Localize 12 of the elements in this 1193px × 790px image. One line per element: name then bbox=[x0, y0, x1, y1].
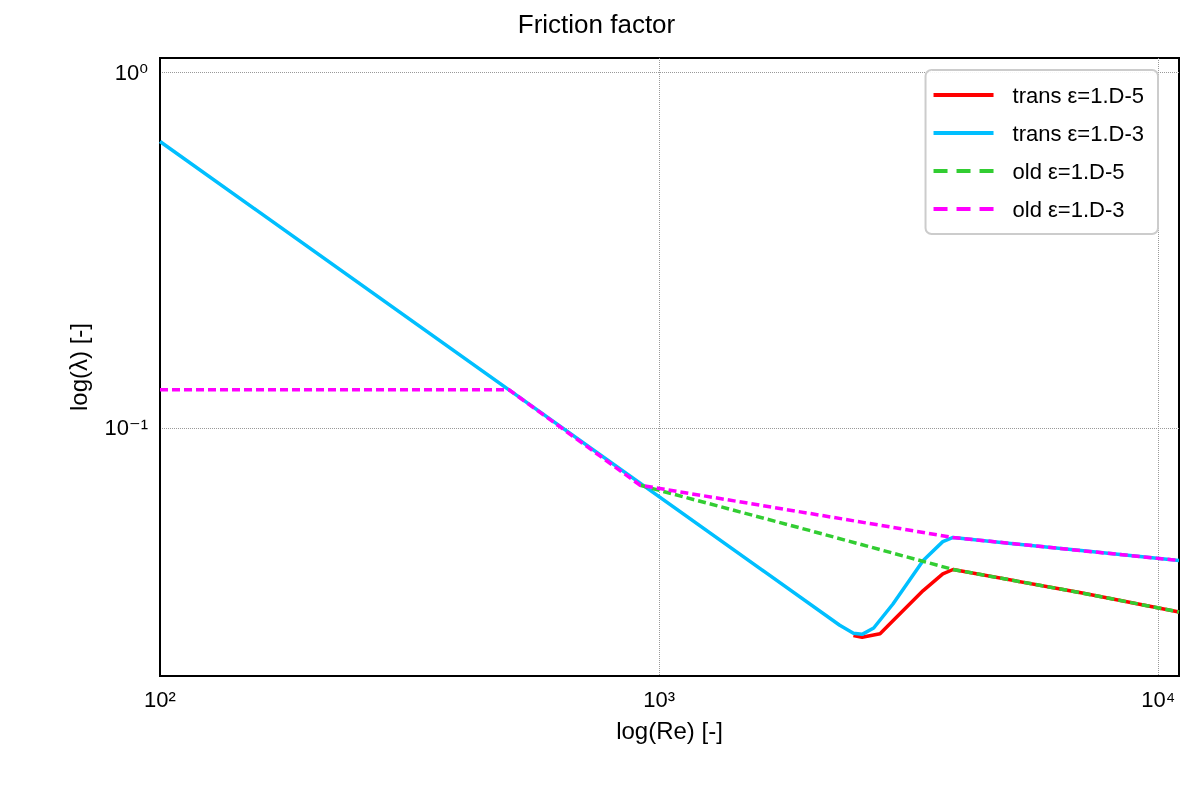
legend-label: trans ε=1.D-3 bbox=[1012, 120, 1145, 146]
legend-label: trans ε=1.D-5 bbox=[1012, 82, 1145, 108]
y-tick-label: 10⁰ bbox=[114, 60, 149, 86]
chart-title: Friction factor bbox=[517, 9, 676, 39]
y-tick-label: 10⁻¹ bbox=[104, 415, 148, 441]
x-tick-label: 10³ bbox=[643, 686, 676, 712]
x-tick-label: 10⁴ bbox=[1141, 686, 1176, 712]
legend-label: old ε=1.D-5 bbox=[1012, 158, 1125, 184]
legend-label: old ε=1.D-3 bbox=[1012, 196, 1125, 222]
y-axis-title: log(λ) [-] bbox=[64, 322, 92, 412]
x-axis-title: log(Re) [-] bbox=[616, 716, 723, 744]
x-tick-label: 10² bbox=[144, 686, 176, 712]
